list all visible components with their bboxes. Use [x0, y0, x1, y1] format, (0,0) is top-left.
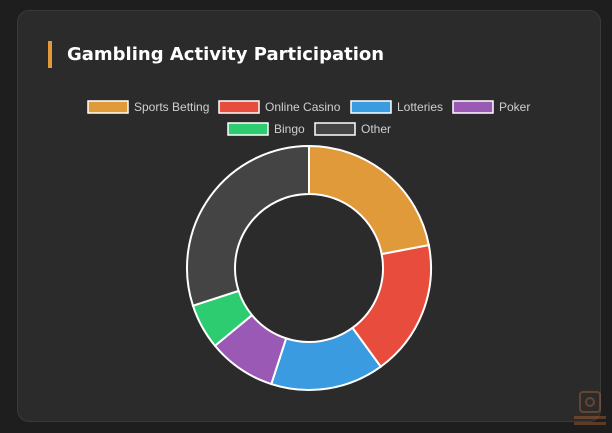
legend-item-bingo[interactable]: Bingo [227, 122, 305, 136]
legend-swatch [452, 100, 494, 114]
title-accent-bar [48, 41, 52, 68]
legend-item-sports-betting[interactable]: Sports Betting [87, 100, 209, 114]
slice-other[interactable] [186, 144, 310, 307]
legend-item-lotteries[interactable]: Lotteries [350, 100, 443, 114]
legend-label: Lotteries [397, 100, 443, 114]
legend-label: Sports Betting [134, 100, 209, 114]
legend-swatch [350, 100, 392, 114]
legend-item-online-casino[interactable]: Online Casino [218, 100, 341, 114]
legend-label: Other [361, 122, 391, 136]
watermark-logo-icon [570, 388, 610, 428]
legend-label: Online Casino [265, 100, 341, 114]
legend-label: Bingo [274, 122, 305, 136]
legend-label: Poker [499, 100, 530, 114]
legend-swatch [87, 100, 129, 114]
legend-swatch [227, 122, 269, 136]
legend-swatch [218, 100, 260, 114]
legend-item-poker[interactable]: Poker [452, 100, 530, 114]
slice-sports-betting[interactable] [308, 144, 431, 256]
legend-item-other[interactable]: Other [314, 122, 391, 136]
legend-swatch [314, 122, 356, 136]
chart-title: Gambling Activity Participation [67, 44, 385, 65]
